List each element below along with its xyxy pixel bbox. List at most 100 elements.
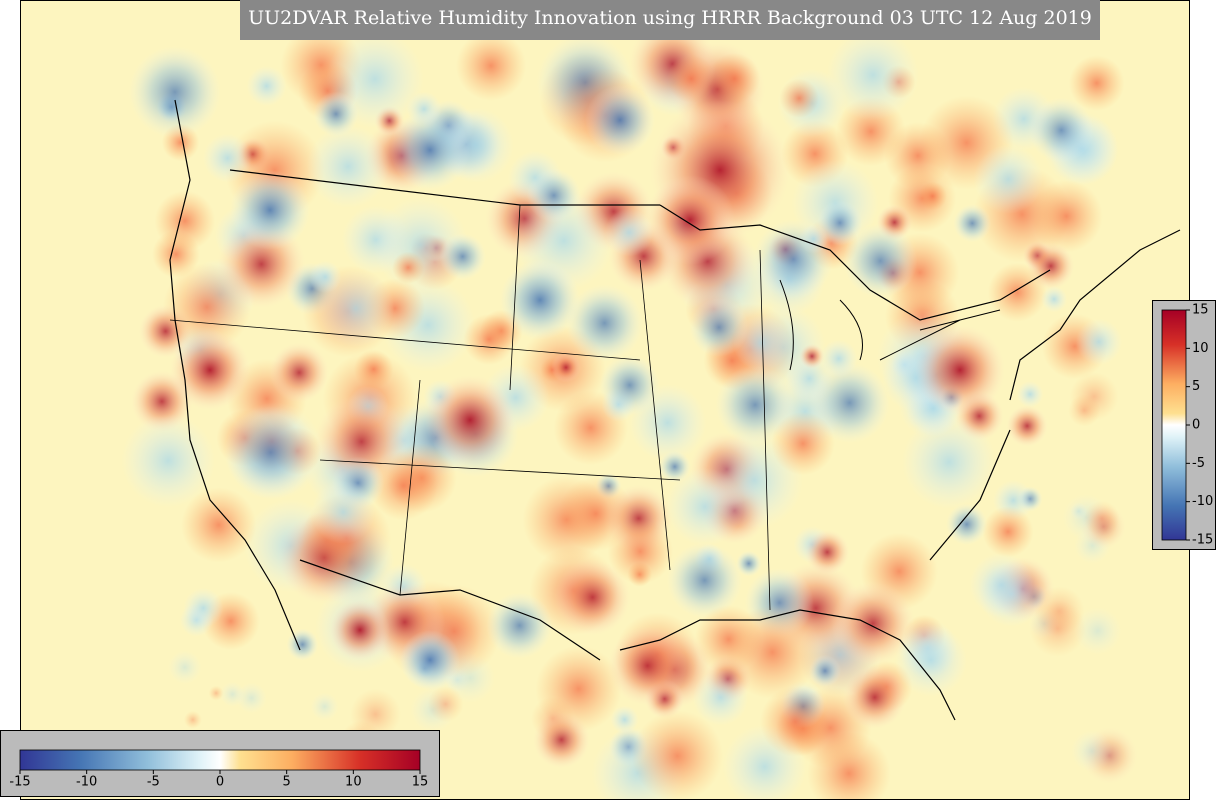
field-blob xyxy=(946,503,988,545)
field-blob xyxy=(463,313,515,366)
gulf-coast xyxy=(619,609,956,721)
field-blob xyxy=(725,605,820,700)
coastline xyxy=(169,99,301,651)
southeast-coast xyxy=(929,429,1011,561)
field-blob xyxy=(969,552,1034,617)
field-blob xyxy=(306,125,390,208)
field-blob xyxy=(689,297,749,357)
field-blob xyxy=(183,588,224,628)
field-blob xyxy=(692,669,749,726)
field-blob xyxy=(1075,318,1122,365)
tick-label: 0 xyxy=(1192,418,1200,433)
field-blob xyxy=(819,339,858,378)
border xyxy=(299,559,601,661)
field-blob xyxy=(1068,55,1125,111)
field-blob xyxy=(425,375,515,465)
colorbar-ticks: -15 -10 -5 0 5 10 15 xyxy=(9,770,428,790)
tick-label: 0 xyxy=(216,775,224,790)
colorbar-ticks: -15 -10 -5 0 5 10 15 xyxy=(1186,303,1213,548)
field-blob xyxy=(224,406,318,499)
field-blob xyxy=(1030,179,1103,253)
field-blob xyxy=(915,325,1005,415)
field-blob xyxy=(1068,394,1101,427)
tick-label: 5 xyxy=(283,775,291,790)
field-blob xyxy=(310,692,339,721)
field-blob xyxy=(368,451,439,521)
field-blob xyxy=(1029,600,1086,657)
field-blob xyxy=(183,710,202,729)
tick-label: 10 xyxy=(345,775,362,790)
field-blob xyxy=(902,415,996,509)
field-blob xyxy=(610,705,639,734)
field-blob xyxy=(607,626,688,706)
field-blob xyxy=(1028,97,1094,163)
field-blob xyxy=(1084,500,1120,537)
field-blob xyxy=(427,686,464,723)
field-blob xyxy=(1071,730,1113,772)
field-blob xyxy=(246,66,287,106)
field-blob xyxy=(170,330,250,410)
field-blob xyxy=(982,506,1034,558)
field-blob xyxy=(1074,607,1122,655)
field-blob xyxy=(439,233,486,280)
tick-label: -15 xyxy=(1192,533,1213,548)
field-blob xyxy=(759,686,831,757)
field-blob xyxy=(500,260,580,340)
field-blob xyxy=(154,190,216,252)
tick-label: 5 xyxy=(1192,379,1200,394)
east-coast xyxy=(1009,229,1181,401)
field-blob xyxy=(203,133,252,183)
state-lines xyxy=(169,204,771,611)
tick-label: 15 xyxy=(1192,303,1209,318)
field-blob xyxy=(799,343,825,369)
tick-label: 10 xyxy=(1192,341,1209,356)
field-blob xyxy=(392,251,425,284)
field-blob xyxy=(1006,405,1048,447)
field-blob xyxy=(286,628,319,661)
field-blob xyxy=(220,681,245,707)
field-blob xyxy=(554,559,631,636)
field-blob xyxy=(843,223,918,299)
field-blob xyxy=(1069,502,1088,520)
field-blob xyxy=(604,208,654,257)
title-box xyxy=(240,0,1100,40)
field-blob xyxy=(953,204,992,243)
field-blob xyxy=(128,46,221,139)
field-blob xyxy=(121,413,215,508)
field-blob xyxy=(168,650,202,684)
field-blob xyxy=(526,168,581,223)
colorbar xyxy=(1161,309,1187,541)
boundaries xyxy=(169,99,1181,721)
field-blob xyxy=(585,85,655,155)
tick-label: -5 xyxy=(1192,456,1205,471)
tick-label: -15 xyxy=(9,775,30,790)
field-blob xyxy=(987,262,1047,322)
field-blob xyxy=(735,550,762,577)
field-blob xyxy=(973,144,1044,215)
great-lakes xyxy=(779,279,1001,371)
field-blob xyxy=(843,665,907,730)
field-blob xyxy=(715,365,795,445)
field-blob xyxy=(645,175,735,265)
field-blob xyxy=(667,542,743,618)
field-blob xyxy=(1041,286,1068,313)
field-blob xyxy=(309,260,342,294)
field-blob xyxy=(162,263,251,352)
colorbar xyxy=(19,749,421,771)
field-blob xyxy=(311,480,376,544)
field-blob xyxy=(455,30,527,101)
field-blob xyxy=(631,710,724,800)
field-blob xyxy=(894,624,967,697)
field-blob xyxy=(1016,381,1044,408)
field-blob xyxy=(827,29,919,121)
field-blob xyxy=(390,110,470,190)
tick-label: -10 xyxy=(76,775,97,790)
field-blob xyxy=(181,487,257,563)
field-blob xyxy=(918,181,948,211)
field-blob xyxy=(230,170,310,250)
tick-label: -5 xyxy=(147,775,160,790)
field-blob xyxy=(353,349,394,390)
field-blob xyxy=(817,200,863,246)
